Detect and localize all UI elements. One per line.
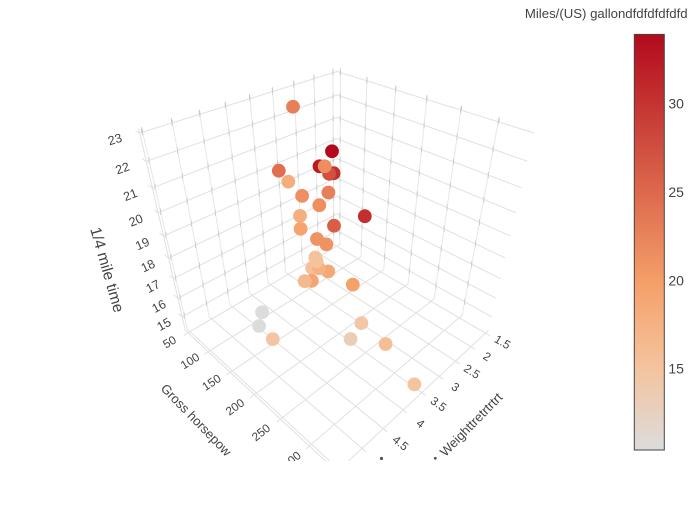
svg-text:20: 20 (127, 211, 145, 229)
svg-text:16: 16 (150, 297, 169, 316)
svg-text:30: 30 (668, 95, 684, 111)
svg-text:19: 19 (133, 235, 151, 253)
svg-text:17: 17 (144, 277, 163, 296)
svg-text:15: 15 (155, 315, 174, 334)
svg-text:22: 22 (114, 160, 132, 178)
svg-text:21: 21 (122, 186, 140, 204)
svg-text:15: 15 (668, 361, 684, 377)
svg-text:25: 25 (668, 184, 684, 200)
svg-text:18: 18 (139, 257, 158, 276)
svg-text:Miles/(US) gallondfdfdfdfdfd: Miles/(US) gallondfdfdfdfdfd (525, 6, 688, 21)
svg-text:20: 20 (668, 272, 684, 288)
svg-text:23: 23 (106, 131, 123, 149)
